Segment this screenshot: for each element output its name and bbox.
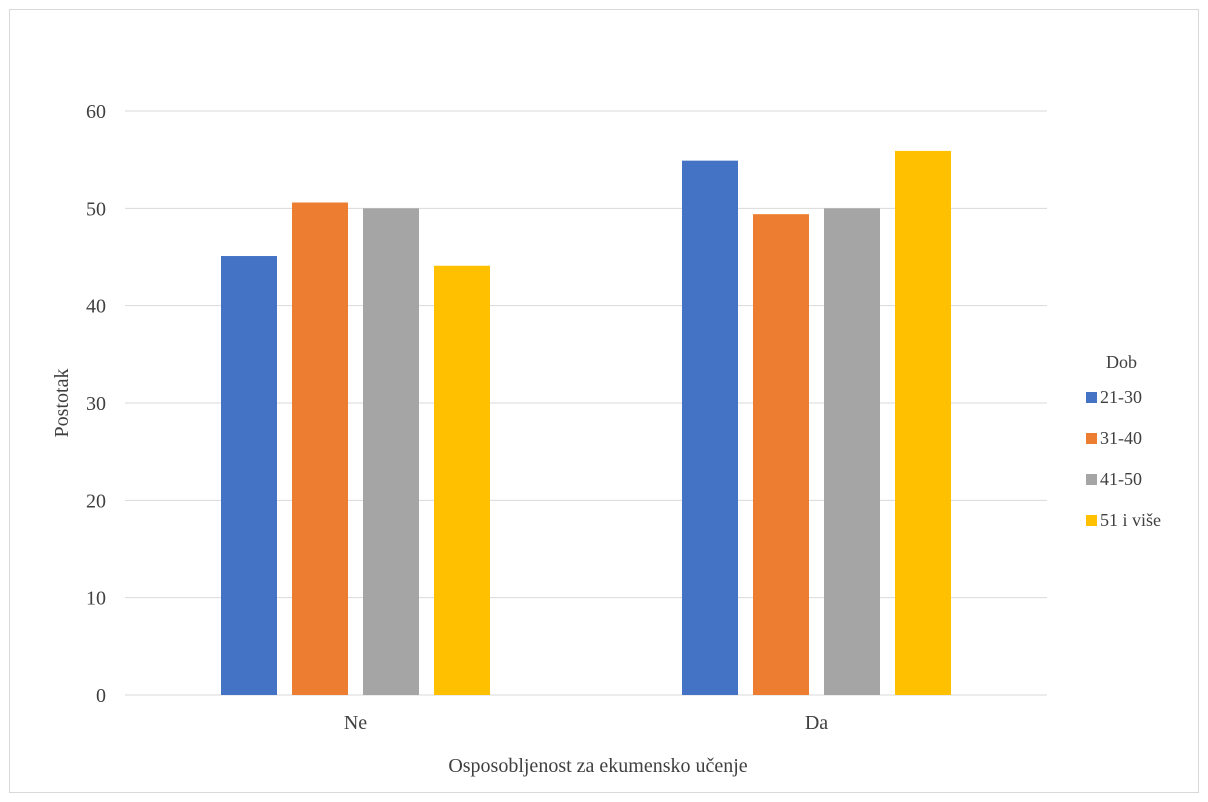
y-tick-label: 60: [86, 101, 106, 123]
x-tick-labels: Ne Da: [344, 712, 828, 734]
y-tick-label: 20: [86, 490, 106, 512]
legend-item: 41-50: [1086, 469, 1161, 489]
y-tick-label: 0: [96, 685, 106, 707]
y-axis-label: Postotak: [51, 369, 73, 438]
legend-label: 51 i više: [1100, 509, 1161, 530]
chart-frame: [9, 9, 1199, 793]
x-axis-label: Osposobljenost za ekumensko učenje: [448, 755, 747, 777]
gridlines: [125, 110, 1047, 696]
bar-21-30-Ne: [221, 256, 277, 695]
legend-label: 31-40: [1100, 427, 1142, 448]
bar-51-i-više-Da: [895, 150, 951, 695]
legend-title: Dob: [1106, 352, 1137, 372]
legend-swatch: [1086, 514, 1097, 526]
legend-label: 21-30: [1100, 386, 1142, 407]
y-tick-labels: 0 10 20 30 40 50 60: [86, 101, 106, 707]
legend-item: 21-30: [1086, 387, 1161, 407]
bar-31-40-Da: [753, 214, 809, 695]
legend-item: 51 i više: [1086, 510, 1161, 530]
legend-swatch: [1086, 391, 1097, 403]
x-tick-label: Ne: [344, 712, 367, 734]
bars: [221, 150, 951, 696]
bar-41-50-Ne: [363, 208, 419, 696]
legend-item: 31-40: [1086, 428, 1161, 448]
bar-41-50-Da: [824, 208, 880, 696]
y-tick-label: 40: [86, 296, 106, 318]
x-tick-label: Da: [805, 712, 828, 734]
legend: Dob 21-30 31-40 41-50 51 i više: [1086, 352, 1161, 551]
legend-swatch: [1086, 473, 1097, 485]
legend-label: 41-50: [1100, 468, 1142, 489]
y-tick-label: 30: [86, 393, 106, 415]
y-tick-label: 50: [86, 198, 106, 220]
bar-31-40-Ne: [292, 202, 348, 695]
bar-51-i-više-Ne: [434, 265, 490, 695]
y-tick-label: 10: [86, 588, 106, 610]
bar-21-30-Da: [682, 160, 738, 695]
legend-swatch: [1086, 432, 1097, 444]
